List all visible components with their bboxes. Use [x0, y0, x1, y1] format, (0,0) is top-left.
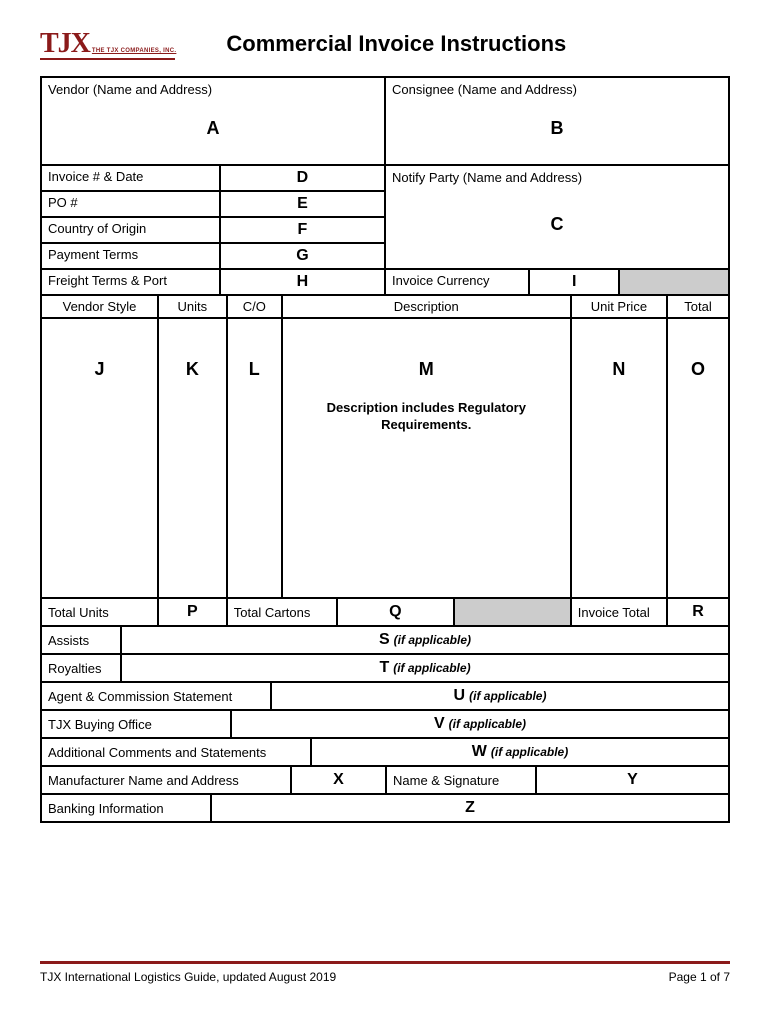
col-unit-price: Unit Price: [571, 295, 667, 318]
body-n: N: [571, 318, 667, 598]
wide-row-suffix: (if applicable): [449, 717, 526, 731]
col-vendor-style: Vendor Style: [41, 295, 158, 318]
bank-label: Banking Information: [41, 794, 211, 822]
payment-letter: G: [220, 243, 385, 269]
wide-row-letter: V: [434, 715, 445, 733]
consignee-cell: Consignee (Name and Address) B: [385, 77, 729, 165]
total-cartons-label: Total Cartons: [227, 598, 337, 626]
totals-gray: [454, 598, 571, 626]
footer: TJX International Logistics Guide, updat…: [40, 961, 730, 984]
footer-right: Page 1 of 7: [669, 970, 730, 984]
total-units-letter: P: [158, 598, 227, 626]
wide-row: RoyaltiesT (if applicable): [41, 654, 729, 682]
wide-row-label: Agent & Commission Statement: [41, 682, 271, 710]
wide-row: Additional Comments and StatementsW (if …: [41, 738, 729, 766]
total-units-label: Total Units: [41, 598, 158, 626]
body-l: L: [227, 318, 282, 598]
notify-label: Notify Party (Name and Address): [392, 170, 722, 185]
freight-letter: H: [220, 269, 385, 295]
wide-row-label: Assists: [41, 626, 121, 654]
wide-row: AssistsS (if applicable): [41, 626, 729, 654]
wide-row-body: T (if applicable): [121, 654, 729, 682]
sig-label: Name & Signature: [386, 766, 536, 794]
col-description: Description: [282, 295, 571, 318]
consignee-letter: B: [392, 97, 722, 160]
wide-row-letter: U: [454, 687, 466, 705]
payment-label: Payment Terms: [41, 243, 220, 269]
wide-row-label: Additional Comments and Statements: [41, 738, 311, 766]
col-co: C/O: [227, 295, 282, 318]
invoice-total-letter: R: [667, 598, 729, 626]
total-cartons-letter: Q: [337, 598, 454, 626]
wide-row-letter: W: [472, 743, 487, 761]
page-title: Commercial Invoice Instructions: [226, 31, 730, 57]
notify-cell: Notify Party (Name and Address) C: [385, 165, 729, 269]
wide-row-label: Royalties: [41, 654, 121, 682]
invoice-total-label: Invoice Total: [571, 598, 667, 626]
wide-row-body: U (if applicable): [271, 682, 729, 710]
freight-label: Freight Terms & Port: [41, 269, 220, 295]
invoice-form: Vendor (Name and Address) A Consignee (N…: [40, 76, 730, 823]
wide-row-body: V (if applicable): [231, 710, 729, 738]
wide-row-suffix: (if applicable): [393, 661, 470, 675]
wide-row-suffix: (if applicable): [491, 745, 568, 759]
footer-line: [40, 961, 730, 964]
logo-main: TJX: [40, 30, 90, 58]
currency-label: Invoice Currency: [385, 269, 529, 295]
notify-letter: C: [392, 185, 722, 264]
wide-row: TJX Buying OfficeV (if applicable): [41, 710, 729, 738]
country-letter: F: [220, 217, 385, 243]
mfr-letter: X: [291, 766, 386, 794]
po-label: PO #: [41, 191, 220, 217]
po-letter: E: [220, 191, 385, 217]
mfr-label: Manufacturer Name and Address: [41, 766, 291, 794]
header: TJX THE TJX COMPANIES, INC. Commercial I…: [40, 30, 730, 58]
footer-left: TJX International Logistics Guide, updat…: [40, 970, 336, 984]
body-j: J: [41, 318, 158, 598]
logo: TJX THE TJX COMPANIES, INC.: [40, 30, 176, 58]
logo-underline: [40, 58, 175, 60]
consignee-label: Consignee (Name and Address): [392, 82, 722, 97]
wide-row-suffix: (if applicable): [394, 633, 471, 647]
currency-letter: I: [529, 269, 618, 295]
wide-row-body: W (if applicable): [311, 738, 729, 766]
logo-sub: THE TJX COMPANIES, INC.: [92, 48, 176, 54]
body-k: K: [158, 318, 227, 598]
vendor-letter: A: [48, 97, 378, 160]
col-units: Units: [158, 295, 227, 318]
wide-row-suffix: (if applicable): [469, 689, 546, 703]
col-total: Total: [667, 295, 729, 318]
vendor-label: Vendor (Name and Address): [48, 82, 378, 97]
invoice-date-letter: D: [220, 165, 385, 191]
wide-row-label: TJX Buying Office: [41, 710, 231, 738]
desc-note: Description includes Regulatory Requirem…: [283, 400, 570, 434]
country-label: Country of Origin: [41, 217, 220, 243]
body-m: M Description includes Regulatory Requir…: [282, 318, 571, 598]
body-o: O: [667, 318, 729, 598]
sig-letter: Y: [536, 766, 729, 794]
currency-gray: [619, 269, 729, 295]
wide-row-letter: T: [379, 659, 389, 677]
bank-letter: Z: [211, 794, 729, 822]
vendor-cell: Vendor (Name and Address) A: [41, 77, 385, 165]
wide-row-body: S (if applicable): [121, 626, 729, 654]
invoice-date-label: Invoice # & Date: [41, 165, 220, 191]
wide-row-letter: S: [379, 631, 390, 649]
wide-row: Agent & Commission StatementU (if applic…: [41, 682, 729, 710]
